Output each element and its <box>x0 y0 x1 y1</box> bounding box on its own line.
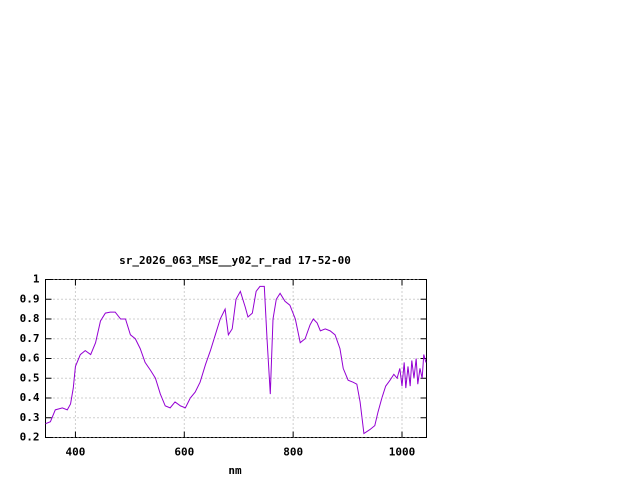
plot-frame <box>45 279 427 438</box>
x-tick-label: 400 <box>65 446 85 459</box>
y-tick-label: 0.3 <box>20 411 40 424</box>
x-tick-label: 1000 <box>389 446 416 459</box>
chart-title: sr_2026_063_MSE__y02_r_rad 17-52-00 <box>119 254 351 267</box>
x-tick-label: 800 <box>283 446 303 459</box>
y-tick-label: 0.9 <box>20 292 40 305</box>
x-tick-label: 600 <box>174 446 194 459</box>
y-tick-label: 0.2 <box>20 431 40 444</box>
x-axis-label: nm <box>228 464 242 477</box>
data-line <box>45 285 427 435</box>
y-tick-label: 0.4 <box>20 391 40 404</box>
y-tick-label: 0.7 <box>20 332 40 345</box>
y-tick-label: 0.8 <box>20 312 40 325</box>
y-tick-label: 1 <box>33 273 40 286</box>
y-tick-label: 0.6 <box>20 352 40 365</box>
y-tick-label: 0.5 <box>20 371 40 384</box>
